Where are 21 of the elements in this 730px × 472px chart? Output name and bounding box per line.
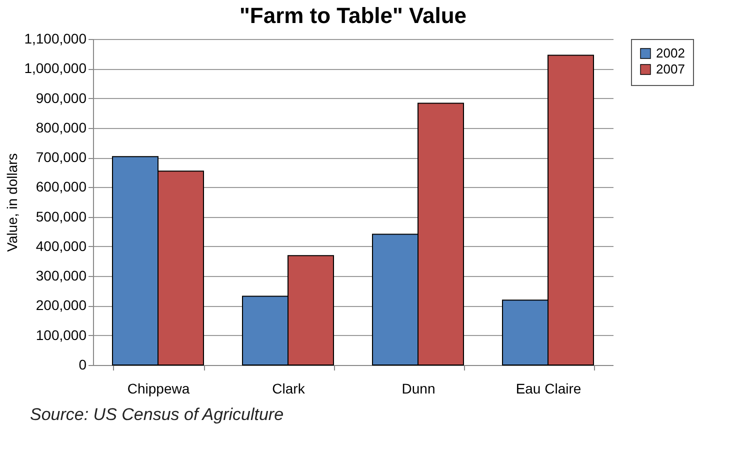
y-tick-label: 800,000 (36, 119, 87, 136)
y-axis-title: Value, in dollars (4, 153, 20, 252)
y-tick-label: 700,000 (36, 149, 87, 166)
y-tick-label: 600,000 (36, 178, 87, 195)
legend-label: 2002 (656, 46, 685, 60)
y-tick-label: 500,000 (36, 208, 87, 224)
y-tick-label: 1,100,000 (24, 30, 87, 46)
y-tick-label: 1,000,000 (24, 60, 87, 76)
y-tick-label: 300,000 (36, 268, 87, 284)
legend-label: 2007 (656, 62, 685, 76)
y-tick-label: 900,000 (36, 90, 87, 106)
y-tick-label: 0 (78, 356, 87, 372)
source-note: Source: US Census of Agriculture (29, 404, 285, 425)
x-tick-label: Dunn (402, 380, 436, 396)
y-tick-label: 400,000 (36, 238, 87, 254)
chart-title: "Farm to Table" Value (239, 3, 467, 28)
y-tick-label: 100,000 (36, 326, 87, 343)
x-tick-label: Clark (272, 380, 306, 396)
y-tick-label: 200,000 (36, 297, 87, 314)
x-tick-label: Eau Claire (516, 380, 582, 396)
x-tick-label: Chippewa (127, 380, 190, 396)
